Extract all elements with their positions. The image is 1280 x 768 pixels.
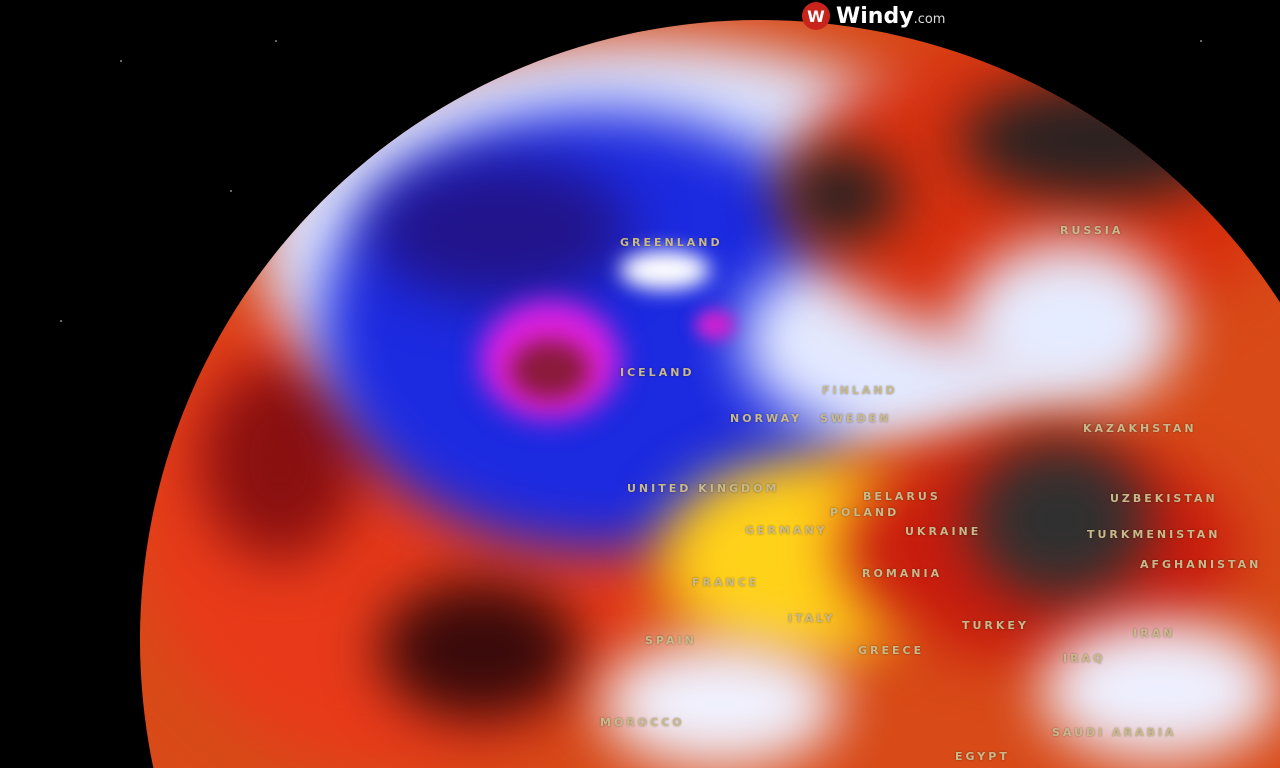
weather-globe[interactable]	[140, 20, 1280, 768]
label-morocco: MOROCCO	[600, 716, 685, 729]
windy-logo[interactable]: W Windy.com	[802, 2, 945, 30]
label-finland: FINLAND	[822, 384, 898, 397]
label-italy: ITALY	[788, 612, 836, 625]
label-sweden: SWEDEN	[820, 412, 892, 425]
hot-core-kazakhstan	[970, 440, 1150, 600]
brand-domain: .com	[913, 11, 946, 27]
label-kazakhstan: KAZAKHSTAN	[1083, 422, 1197, 435]
star	[120, 60, 122, 62]
label-russia: RUSSIA	[1060, 224, 1124, 237]
label-greece: GREECE	[858, 644, 925, 657]
label-united-kingdom: UNITED KINGDOM	[627, 482, 780, 495]
greenland-ice	[620, 250, 710, 290]
label-ukraine: UKRAINE	[905, 525, 982, 538]
star	[275, 40, 277, 42]
brand-name-text: Windy	[836, 3, 914, 29]
label-norway: NORWAY	[730, 412, 803, 425]
secondary-low	[695, 310, 735, 340]
star	[230, 190, 232, 192]
label-france: FRANCE	[692, 576, 760, 589]
brand-name: Windy.com	[836, 4, 945, 29]
star	[60, 320, 62, 322]
label-iceland: ICELAND	[620, 366, 695, 379]
label-uzbekistan: UZBEKISTAN	[1110, 492, 1218, 505]
label-afghanistan: AFGHANISTAN	[1140, 558, 1262, 571]
neutral-middle-east	[1040, 620, 1280, 760]
label-germany: GERMANY	[745, 524, 828, 537]
hot-core-north	[960, 80, 1240, 200]
label-spain: SPAIN	[645, 634, 697, 647]
star	[1200, 40, 1202, 42]
label-turkmenistan: TURKMENISTAN	[1087, 528, 1221, 541]
neutral-mediterranean	[600, 640, 840, 768]
label-greenland: GREENLAND	[620, 236, 723, 249]
hot-core-russia	[780, 150, 900, 240]
label-saudi-arabia: SAUDI ARABIA	[1052, 726, 1177, 739]
label-romania: ROMANIA	[862, 567, 943, 580]
label-iran: IRAN	[1133, 627, 1176, 640]
cold-core	[370, 160, 630, 300]
label-iraq: IRAQ	[1063, 652, 1106, 665]
deep-low-center	[510, 340, 590, 400]
neutral-east	[960, 240, 1180, 410]
label-belarus: BELARUS	[863, 490, 941, 503]
label-poland: POLAND	[830, 506, 900, 519]
windy-w-logo-icon: W	[802, 2, 830, 30]
label-turkey: TURKEY	[962, 619, 1029, 632]
label-egypt: EGYPT	[955, 750, 1010, 763]
hot-core-south	[380, 580, 580, 720]
